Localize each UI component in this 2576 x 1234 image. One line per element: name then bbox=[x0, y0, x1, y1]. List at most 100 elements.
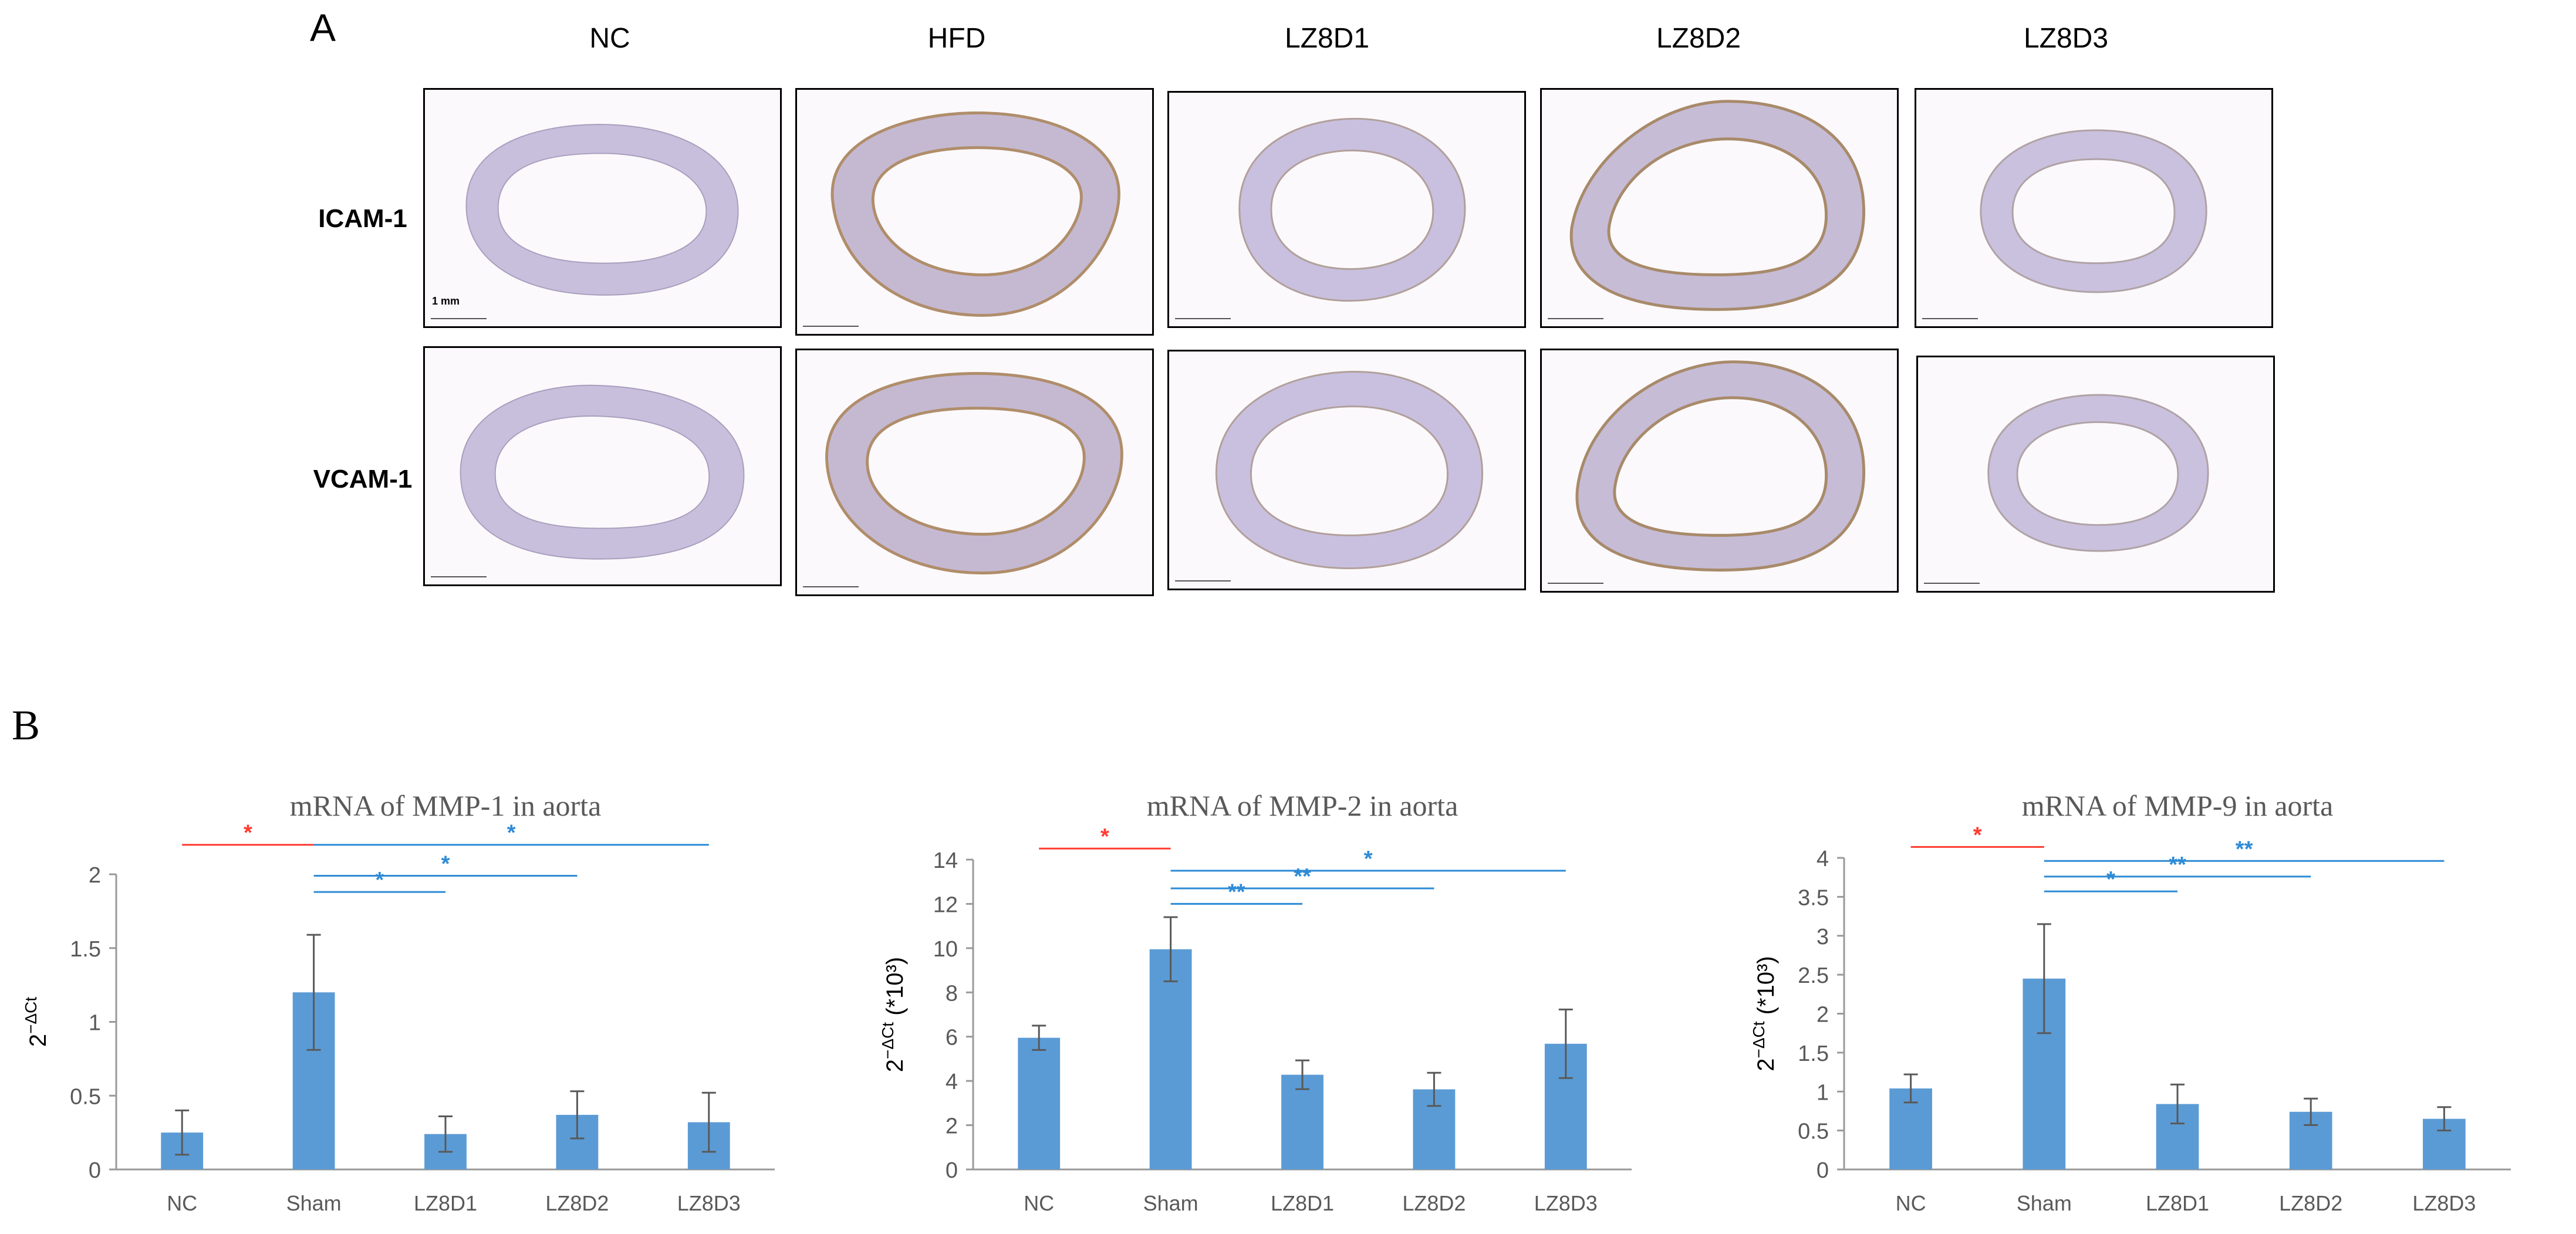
x-tick-label: Sham bbox=[1143, 1191, 1198, 1215]
column-header-nc: NC bbox=[589, 23, 630, 54]
aorta-section-image bbox=[1238, 117, 1466, 302]
scale-bar bbox=[1924, 579, 1980, 584]
column-header-lz8d3: LZ8D3 bbox=[2023, 23, 2109, 54]
x-tick-label: NC bbox=[1896, 1191, 1926, 1215]
significance-marker: * bbox=[375, 868, 384, 892]
significance-marker: * bbox=[1973, 823, 1982, 847]
scale-bar bbox=[803, 322, 859, 327]
histology-icam1-lz8d2 bbox=[1540, 88, 1899, 328]
aorta-section-image bbox=[1569, 100, 1865, 311]
y-tick-label: 1.5 bbox=[70, 937, 101, 962]
chart-svg: mRNA of MMP-9 in aorta 0 0.5 1 1.5 2 2.5 3 3.5 4 2… bbox=[1750, 789, 2511, 1215]
chart-mmp1: mRNA of MMP-1 in aorta 0 0.5 1 1.5 2 2−ΔCt NC Sh… bbox=[0, 757, 845, 1232]
significance-marker: * bbox=[1364, 847, 1373, 871]
row-header-vcam1: VCAM-1 bbox=[313, 465, 413, 493]
x-tick-label: LZ8D2 bbox=[545, 1191, 609, 1215]
aorta-section-image bbox=[1980, 129, 2207, 293]
x-tick-label: LZ8D3 bbox=[1534, 1191, 1598, 1215]
significance-marker: * bbox=[507, 821, 516, 846]
y-tick-label: 6 bbox=[946, 1026, 958, 1050]
y-axis-label-unit: (*10³) bbox=[1753, 956, 1779, 1021]
scale-bar bbox=[431, 315, 487, 319]
chart-title: mRNA of MMP-9 in aorta bbox=[2022, 789, 2334, 822]
scale-bar bbox=[1922, 315, 1978, 319]
x-tick-label: LZ8D3 bbox=[2412, 1191, 2476, 1215]
y-tick-label: 2 bbox=[89, 863, 101, 888]
aorta-section-image bbox=[1987, 394, 2209, 552]
bar-lz8d1 bbox=[1281, 1074, 1324, 1169]
aorta-section-image bbox=[1215, 371, 1484, 569]
y-tick-label: 0.5 bbox=[70, 1084, 101, 1109]
y-tick-label: 0 bbox=[946, 1158, 958, 1183]
histology-icam1-hfd bbox=[795, 88, 1154, 336]
y-tick-label: 1 bbox=[1817, 1080, 1829, 1105]
scale-bar-label: 1 mm bbox=[432, 295, 460, 307]
aorta-section-image bbox=[465, 124, 739, 296]
y-tick-label: 10 bbox=[933, 937, 958, 962]
aorta-section-image bbox=[460, 384, 745, 560]
y-tick-label: 1 bbox=[89, 1011, 101, 1036]
y-axis-label-exponent: −ΔCt bbox=[22, 997, 40, 1034]
y-axis-label-base: 2 bbox=[25, 1034, 51, 1047]
scale-bar bbox=[431, 573, 487, 577]
y-tick-label: 1.5 bbox=[1798, 1042, 1829, 1066]
x-tick-label: LZ8D1 bbox=[1271, 1191, 1334, 1215]
y-tick-label: 3 bbox=[1817, 925, 1829, 949]
scale-bar bbox=[1175, 577, 1231, 581]
y-tick-label: 12 bbox=[933, 892, 958, 917]
y-tick-label: 2.5 bbox=[1798, 963, 1829, 988]
scale-bar bbox=[803, 583, 859, 587]
significance-marker: * bbox=[1100, 824, 1109, 849]
significance-marker: ** bbox=[1228, 880, 1245, 904]
y-axis-label-base: 2 bbox=[1753, 1058, 1779, 1071]
column-header-hfd: HFD bbox=[927, 23, 986, 54]
column-header-lz8d2: LZ8D2 bbox=[1656, 23, 1741, 54]
scale-bar bbox=[1548, 579, 1603, 584]
histology-icam1-lz8d3 bbox=[1915, 88, 2273, 328]
y-tick-label: 2 bbox=[1817, 1003, 1829, 1027]
x-tick-label: Sham bbox=[286, 1191, 342, 1215]
y-tick-label: 4 bbox=[946, 1070, 958, 1094]
x-tick-label: NC bbox=[167, 1191, 197, 1215]
y-axis-label-unit: (*10³) bbox=[882, 957, 908, 1022]
x-tick-label: LZ8D2 bbox=[2279, 1191, 2342, 1215]
y-tick-label: 3.5 bbox=[1798, 885, 1829, 910]
x-tick-label: Sham bbox=[2017, 1191, 2072, 1215]
panel-b-label: B bbox=[12, 702, 40, 749]
bar-nc bbox=[1018, 1037, 1061, 1169]
significance-marker: ** bbox=[2169, 853, 2186, 877]
y-tick-label: 14 bbox=[933, 848, 958, 873]
bar-sham bbox=[1149, 949, 1192, 1169]
scale-bar bbox=[1175, 315, 1231, 319]
x-tick-label: NC bbox=[1024, 1191, 1054, 1215]
scale-bar bbox=[1548, 315, 1603, 319]
y-axis-label: 2−ΔCt bbox=[22, 997, 51, 1047]
y-axis-label: 2−ΔCt (*10³) bbox=[879, 957, 908, 1072]
significance-marker: ** bbox=[1294, 864, 1311, 889]
aorta-section-image bbox=[1575, 360, 1865, 572]
histology-vcam1-lz8d2 bbox=[1540, 349, 1899, 593]
x-tick-label: LZ8D2 bbox=[1402, 1191, 1466, 1215]
x-tick-label: LZ8D1 bbox=[414, 1191, 477, 1215]
histology-vcam1-lz8d3 bbox=[1916, 356, 2275, 593]
chart-mmp2: mRNA of MMP-2 in aorta 0 2 4 6 8 10 12 14 2−ΔCt (… bbox=[845, 757, 1708, 1232]
y-tick-label: 0 bbox=[89, 1158, 101, 1183]
y-tick-label: 0 bbox=[1817, 1158, 1829, 1183]
aorta-section-image bbox=[830, 111, 1120, 317]
significance-marker: * bbox=[2106, 867, 2115, 892]
x-tick-label: LZ8D1 bbox=[2146, 1191, 2209, 1215]
significance-marker: * bbox=[244, 821, 252, 846]
histology-vcam1-nc bbox=[423, 346, 782, 586]
y-tick-label: 2 bbox=[946, 1114, 958, 1139]
column-header-lz8d1: LZ8D1 bbox=[1284, 23, 1370, 54]
chart-title: mRNA of MMP-2 in aorta bbox=[1147, 789, 1459, 822]
x-tick-label: LZ8D3 bbox=[677, 1191, 741, 1215]
y-axis-label-exponent: −ΔCt bbox=[879, 1022, 897, 1059]
aorta-section-image bbox=[825, 371, 1123, 574]
histology-icam1-lz8d1 bbox=[1167, 91, 1526, 328]
y-axis-label-exponent: −ΔCt bbox=[1750, 1021, 1768, 1058]
row-header-icam1: ICAM-1 bbox=[318, 204, 407, 233]
